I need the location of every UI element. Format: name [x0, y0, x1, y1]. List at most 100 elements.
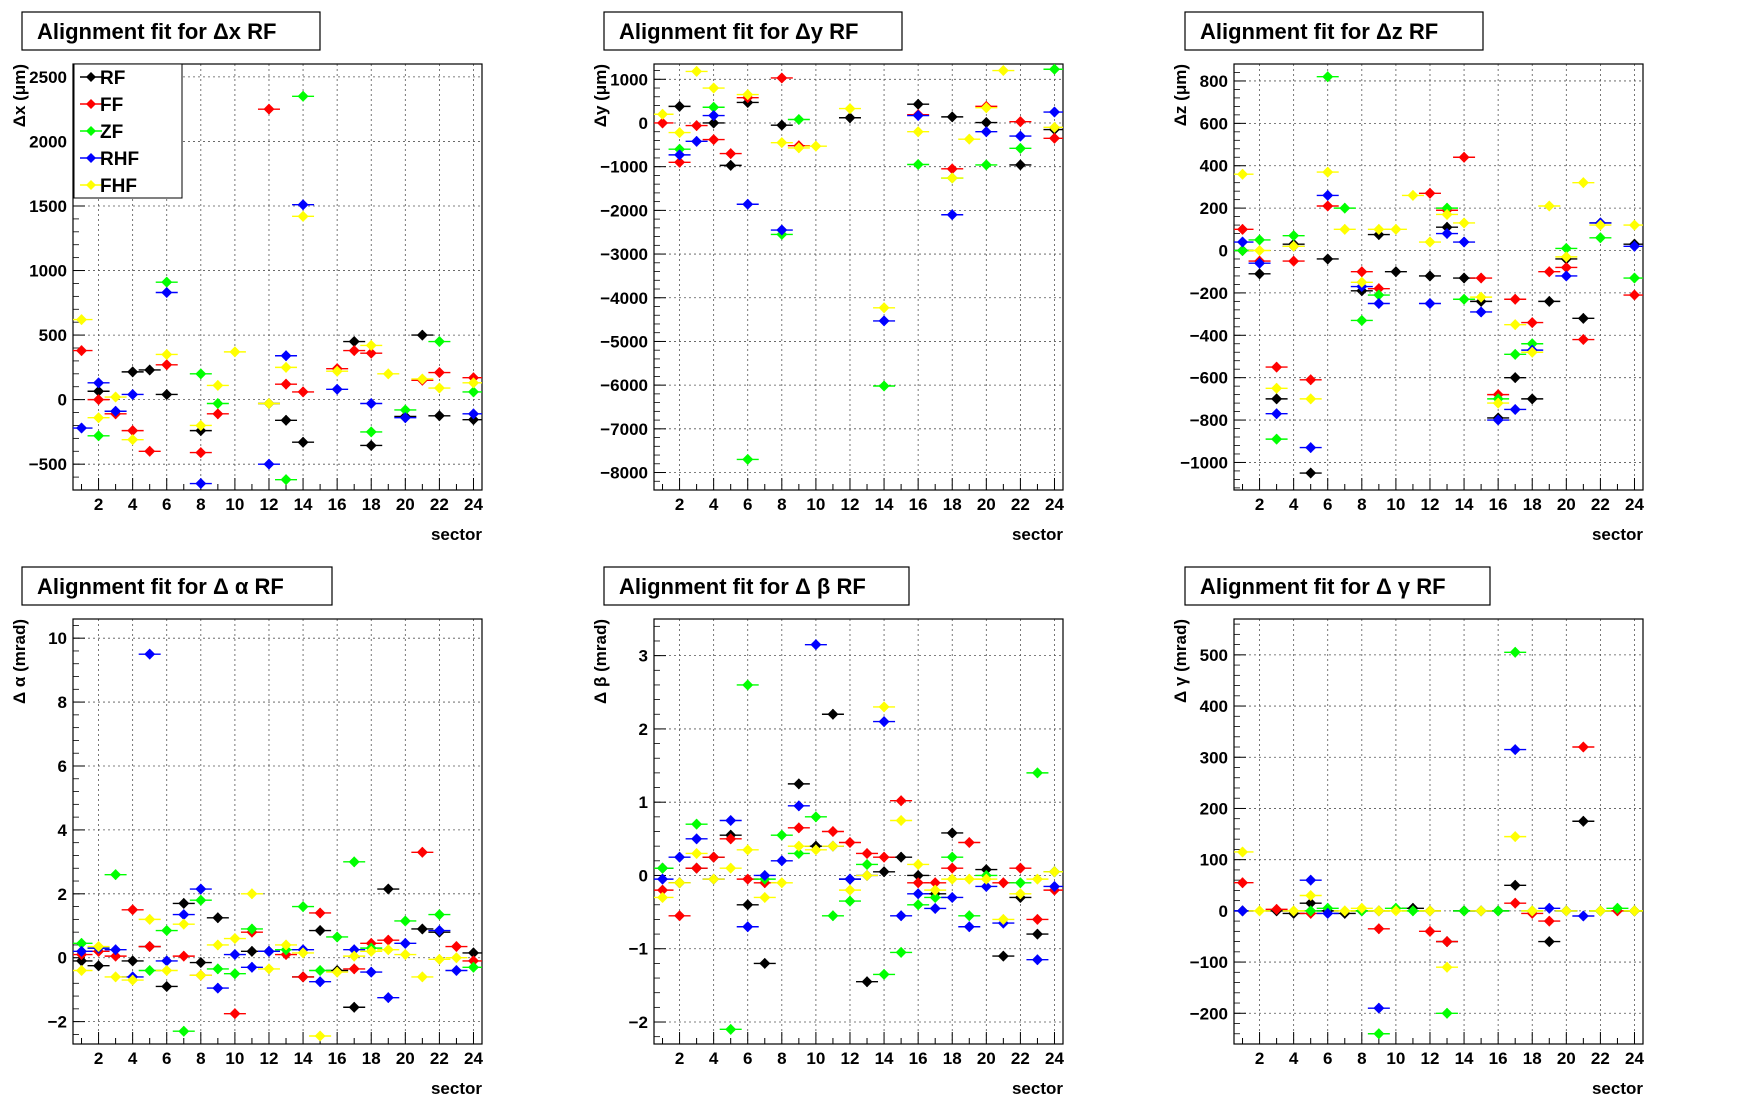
data-point-fhf: [1623, 219, 1643, 231]
data-point-fhf: [1436, 208, 1459, 220]
data-point-rf: [138, 364, 161, 376]
diamond-marker: [793, 800, 805, 812]
data-point-zf: [838, 895, 861, 907]
data-point-rf: [206, 912, 229, 924]
data-point-zf: [770, 829, 793, 841]
data-point-fhf: [1555, 905, 1578, 917]
diamond-marker: [861, 847, 873, 859]
diamond-marker: [297, 386, 309, 398]
y-tick-label: 0: [639, 114, 648, 133]
data-point-fhf: [838, 884, 861, 896]
diamond-marker: [742, 921, 754, 933]
diamond-marker: [1031, 913, 1043, 925]
data-point-fhf: [1350, 276, 1373, 288]
data-point-fhf: [138, 913, 161, 925]
diamond-marker: [793, 778, 805, 790]
diamond-marker: [1407, 905, 1419, 917]
diamond-marker: [76, 937, 88, 949]
y-tick-label: 2500: [29, 68, 67, 87]
diamond-marker: [776, 829, 788, 841]
data-point-rf: [1504, 879, 1527, 891]
diamond-marker: [297, 199, 309, 211]
diamond-marker: [810, 639, 822, 651]
diamond-marker: [946, 827, 958, 839]
data-point-rhf: [138, 648, 161, 660]
plot-area: [1234, 619, 1643, 1044]
diamond-marker: [1014, 862, 1026, 874]
diamond-marker: [1288, 240, 1300, 252]
diamond-marker: [657, 891, 669, 903]
y-axis-label: Δz (μm): [1171, 64, 1190, 126]
data-point-zf: [394, 915, 417, 927]
diamond-marker: [1048, 106, 1060, 118]
data-point-ff: [343, 345, 366, 357]
diamond-marker: [1339, 202, 1351, 214]
markers: [73, 90, 482, 490]
legend-entry-ff: FF: [80, 95, 123, 116]
diamond-marker: [263, 458, 275, 470]
data-point-ff: [411, 846, 434, 858]
data-point-rhf: [87, 377, 110, 389]
diamond-marker: [433, 367, 445, 379]
diamond-marker: [1594, 219, 1606, 231]
legend-entry-rhf: RHF: [80, 149, 139, 170]
diamond-marker: [776, 119, 788, 131]
data-point-fhf: [172, 918, 195, 930]
diamond-marker: [365, 339, 377, 351]
x-tick-label: 12: [841, 495, 860, 514]
data-point-ff: [685, 120, 708, 132]
data-point-zf: [907, 899, 930, 911]
data-point-fhf: [309, 1030, 332, 1042]
diamond-marker: [980, 102, 992, 114]
diamond-marker: [878, 302, 890, 314]
diamond-marker: [1322, 253, 1334, 265]
diamond-marker: [1526, 393, 1538, 405]
data-point-fhf: [1234, 168, 1254, 180]
x-tick-label: 18: [1523, 495, 1542, 514]
data-point-rf: [975, 117, 998, 129]
y-tick-label: 2: [58, 885, 67, 904]
y-tick-label: −100: [1190, 953, 1228, 972]
diamond-marker: [946, 851, 958, 863]
data-point-rhf: [1436, 228, 1459, 240]
x-tick-label: 22: [1011, 1049, 1030, 1068]
data-point-zf: [428, 909, 451, 921]
plot-area: [1234, 64, 1643, 490]
diamond-marker: [1577, 910, 1589, 922]
diamond-marker: [110, 391, 122, 403]
data-point-rhf: [73, 422, 93, 434]
diamond-marker: [691, 65, 703, 77]
x-tick-label: 18: [943, 1049, 962, 1068]
diamond-marker: [912, 888, 924, 900]
diamond-marker: [725, 815, 737, 827]
diamond-marker: [365, 966, 377, 978]
data-point-fhf: [121, 434, 144, 446]
data-point-rhf: [121, 388, 144, 400]
data-point-ff: [838, 836, 861, 848]
diamond-marker: [212, 939, 224, 951]
diamond-marker: [450, 941, 462, 953]
plot-frame: [653, 63, 1064, 491]
diamond-marker: [1339, 223, 1351, 235]
data-point-ff: [1470, 272, 1493, 284]
data-point-fhf: [1265, 382, 1288, 394]
diamond-marker: [1628, 905, 1640, 917]
data-point-fhf: [1401, 189, 1424, 201]
diamond-marker: [657, 108, 669, 120]
data-point-fhf: [1299, 393, 1322, 405]
data-point-zf: [873, 968, 896, 980]
diamond-marker: [1373, 223, 1385, 235]
data-point-ff: [1623, 289, 1643, 301]
diamond-marker: [433, 336, 445, 348]
diamond-marker: [827, 840, 839, 852]
markers: [654, 64, 1063, 465]
diamond-marker: [1237, 877, 1249, 889]
diamond-marker: [161, 348, 173, 360]
diamond-marker: [946, 163, 958, 175]
data-point-ff: [462, 955, 482, 967]
diamond-marker: [912, 98, 924, 110]
diamond-marker: [963, 873, 975, 885]
diamond-marker: [195, 894, 207, 906]
diamond-marker: [1509, 879, 1521, 891]
diamond-marker: [1339, 905, 1351, 917]
